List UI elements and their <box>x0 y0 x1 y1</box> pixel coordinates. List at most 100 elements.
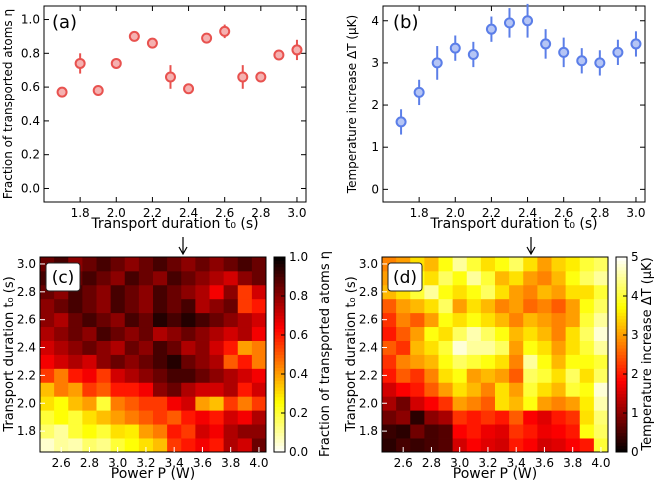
panel-c-colorbar-segment <box>274 429 285 433</box>
panel-d-xtick-label: 4.0 <box>591 456 610 470</box>
panel-c-cell <box>223 396 239 411</box>
panel-a-ytick-label: 0.4 <box>21 114 40 128</box>
panel-c-cell <box>54 382 69 397</box>
panel-c-colorbar-segment <box>274 279 285 284</box>
panel-c-colorbar-segment <box>274 283 285 287</box>
panel-c-cell <box>223 326 239 341</box>
panel-d-colorbar-segment <box>616 442 627 446</box>
panel-d-cell <box>593 382 609 397</box>
panel-c-colorbar-segment <box>274 299 285 303</box>
panel-d-colorbar-segment <box>616 406 627 411</box>
panel-c-cell <box>138 354 154 369</box>
panel-c-cell <box>237 424 253 439</box>
panel-d-cell <box>424 284 439 300</box>
panel-b-ytick-label: 1 <box>371 140 379 154</box>
panel-d-cell <box>579 257 595 272</box>
panel-c-cell <box>124 382 140 397</box>
panel-c-cell <box>40 326 55 341</box>
panel-d-colorbar-segment <box>616 445 627 450</box>
panel-c-cell <box>82 340 97 355</box>
panel-d-colorbar-segment <box>616 426 627 430</box>
panel-d-cell <box>452 438 468 453</box>
panel-d-colorbar-segment <box>616 348 627 352</box>
panel-d-colorbar-segment <box>616 273 627 277</box>
panel-d-cell <box>438 368 454 383</box>
panel-c-cell <box>251 396 267 411</box>
panel-c-cell <box>223 340 239 355</box>
panel-c-cell <box>167 326 182 341</box>
panel-c-cell <box>138 284 154 300</box>
panel-b-point <box>594 57 606 69</box>
panel-c-colorbar-segment <box>274 442 285 446</box>
panel-d-colorbar-segment <box>616 403 627 407</box>
panel-d-cell <box>509 284 524 300</box>
panel-c-colorbar-segment <box>274 292 285 297</box>
panel-c-cell <box>181 368 196 383</box>
panel-a-xtick-label: 2.4 <box>179 206 198 220</box>
panel-d-xtick-label: 3.6 <box>535 456 554 470</box>
panel-c-cell <box>40 396 55 411</box>
panel-d-cell <box>438 382 454 397</box>
panel-a-xtick-label: 1.8 <box>71 206 90 220</box>
panel-c-cell <box>251 340 267 355</box>
panel-c-cell <box>237 284 253 300</box>
panel-d-cell <box>466 257 482 272</box>
panel-c-cell <box>209 298 225 314</box>
panel-c-cell <box>181 396 196 411</box>
panel-c-cell <box>153 438 168 453</box>
panel-c-cell <box>68 298 83 314</box>
panel-c-xtick-label: 3.2 <box>136 456 155 470</box>
panel-d-cell <box>438 312 454 328</box>
panel-a-point <box>219 25 231 37</box>
panel-a-point <box>237 71 249 83</box>
panel-c-cell <box>237 340 253 355</box>
panel-c-cell <box>82 424 97 439</box>
panel-c-colorbar-segment <box>274 439 285 443</box>
panel-b-point <box>576 55 588 67</box>
panel-d-cell <box>480 382 496 397</box>
panel-d-cell <box>382 312 397 328</box>
panel-c-cell <box>138 368 154 383</box>
panel-c-cell <box>237 368 253 383</box>
panel-c-cell <box>181 438 196 453</box>
panel-d-cell <box>424 354 439 369</box>
panel-d-colorbar-tick-label: 0 <box>631 445 639 459</box>
panel-d-cell <box>565 438 581 453</box>
panel-d-cell <box>565 382 581 397</box>
panel-d-cell <box>452 340 468 355</box>
panel-c-cell <box>68 382 83 397</box>
panel-c-label-box <box>45 262 81 292</box>
panel-d-colorbar-segment <box>616 266 627 271</box>
panel-d-cell <box>579 368 595 383</box>
panel-d-cell <box>523 270 538 286</box>
panel-b-point <box>467 48 479 60</box>
panel-d-colorbar-segment <box>616 439 627 443</box>
panel-d-cell <box>466 312 482 328</box>
panel-d-cell <box>509 257 524 272</box>
panel-b-xtick-label: 2.4 <box>518 206 537 220</box>
panel-c-colorbar-segment <box>274 302 285 307</box>
panel-d-cell <box>382 326 397 341</box>
panel-c-cell <box>153 270 168 286</box>
panel-c-colorbar-tick-label: 0.2 <box>289 406 308 420</box>
panel-d-xtick-label: 3.0 <box>450 456 469 470</box>
panel-c-cell <box>167 284 182 300</box>
panel-d-colorbar-segment <box>616 322 627 326</box>
panel-c-cell <box>181 382 196 397</box>
panel-d-cell <box>438 424 454 439</box>
panel-d-cell <box>523 284 538 300</box>
panel-c-ytick-label: 1.8 <box>17 424 36 438</box>
panel-a: (a) 1.8 2.0 2.2 2.4 2.6 2.8 3.0 0.0 0.2 0.4 0.6 0.8… <box>1 5 307 232</box>
panel-c-cell <box>167 368 182 383</box>
panel-d-cell <box>551 270 567 286</box>
panel-c-cell <box>209 424 225 439</box>
panel-c-cell <box>209 382 225 397</box>
panel-c-cell <box>138 424 154 439</box>
panel-c-cell <box>209 257 225 272</box>
panel-c-cell <box>124 368 140 383</box>
panel-c-cell <box>96 270 112 286</box>
panel-b-point <box>485 23 497 35</box>
panel-c-cell <box>96 354 112 369</box>
panel-d-cell <box>579 312 595 328</box>
panel-c-colorbar-segment <box>274 361 285 365</box>
